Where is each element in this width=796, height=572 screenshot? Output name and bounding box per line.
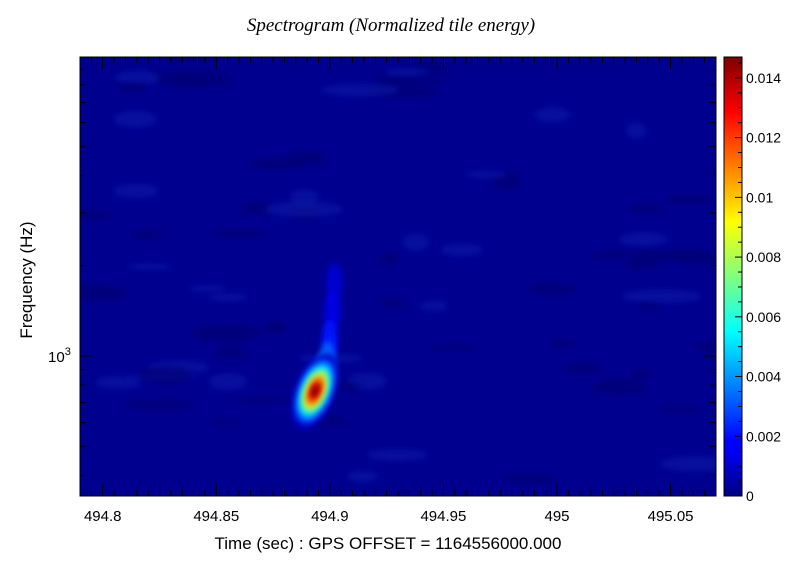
chart-title: Spectrogram (Normalized tile energy) — [247, 15, 535, 36]
texture-blob — [627, 203, 663, 213]
texture-blob — [117, 82, 149, 92]
texture-blob — [113, 183, 160, 199]
signal-track — [291, 263, 343, 429]
texture-blob — [208, 293, 248, 302]
texture-blob — [189, 323, 263, 342]
texture-blob — [240, 201, 275, 216]
texture-blob — [379, 251, 400, 266]
texture-blob — [618, 232, 669, 247]
energy-tile-core — [330, 273, 339, 294]
y-axis-title: Frequency (Hz) — [17, 221, 36, 338]
texture-blob — [214, 345, 245, 359]
texture-blob — [526, 281, 579, 296]
texture-blob — [346, 471, 379, 483]
colorbar-gradient — [723, 56, 743, 497]
texture-blob — [632, 248, 704, 261]
texture-blob — [114, 110, 157, 128]
texture-blob — [660, 456, 716, 472]
colorbar-tick-label: 0 — [746, 488, 754, 504]
texture-blob — [664, 193, 711, 206]
texture-blob — [366, 449, 428, 461]
x-tick-label: 494.85 — [193, 508, 239, 525]
texture-blob — [250, 157, 303, 170]
texture-blob — [80, 209, 113, 221]
texture-blob — [155, 57, 214, 61]
texture-blob — [265, 320, 289, 334]
texture-blob — [428, 343, 478, 351]
texture-blob — [399, 76, 448, 85]
texture-blob — [129, 229, 164, 241]
texture-blob — [636, 302, 662, 311]
texture-blob — [316, 416, 347, 427]
texture-blob — [378, 298, 406, 308]
texture-blob — [440, 243, 484, 257]
texture-blob — [625, 257, 660, 271]
texture-blob — [465, 171, 508, 179]
x-axis: 494.8 494.85 494.9 494.95 495 495.05 — [79, 57, 717, 525]
colorbar-tick-label: 0.008 — [746, 249, 781, 265]
colorbar-tick-label: 0.01 — [746, 189, 773, 205]
plot-area — [79, 56, 717, 497]
texture-blob — [137, 366, 193, 384]
plot-background — [80, 57, 716, 496]
texture-blob — [214, 228, 265, 239]
y-axis: 103 — [48, 69, 716, 476]
colorbar: 0 0.002 0.004 0.006 0.008 0.01 0.012 0.014 — [723, 56, 781, 504]
energy-peak — [311, 385, 319, 397]
background-texture — [80, 57, 716, 485]
texture-blob — [590, 250, 637, 260]
texture-blob — [695, 339, 716, 354]
colorbar-tick-label: 0.004 — [746, 369, 781, 385]
texture-blob — [592, 378, 647, 396]
colorbar-tick-label: 0.014 — [746, 70, 781, 86]
colorbar-tick-label: 0.006 — [746, 309, 781, 325]
energy-tile-core — [328, 302, 337, 323]
colorbar-ticks: 0 0.002 0.004 0.006 0.008 0.01 0.012 0.014 — [735, 62, 781, 504]
colorbar-tick-label: 0.012 — [746, 130, 781, 146]
texture-blob — [385, 68, 429, 77]
texture-blob — [153, 70, 231, 88]
texture-blob — [534, 107, 571, 123]
texture-blob — [629, 368, 653, 380]
texture-blob — [264, 201, 344, 218]
y-tick-label: 103 — [48, 346, 71, 366]
texture-blob — [126, 263, 172, 270]
texture-blob — [625, 122, 647, 139]
x-tick-label: 494.8 — [84, 508, 122, 525]
texture-blob — [564, 361, 601, 375]
texture-blob — [659, 405, 705, 413]
texture-blob — [80, 284, 129, 301]
texture-blob — [622, 289, 702, 304]
texture-blob — [402, 233, 430, 251]
texture-blob — [122, 400, 197, 410]
texture-blob — [548, 339, 577, 348]
texture-blob — [211, 418, 242, 425]
texture-blob — [420, 300, 448, 312]
texture-blob — [208, 373, 248, 391]
texture-blob — [375, 73, 413, 86]
texture-blob — [187, 285, 227, 292]
texture-blob — [114, 70, 160, 86]
x-tick-label: 494.9 — [311, 508, 349, 525]
x-tick-label: 494.95 — [420, 508, 466, 525]
texture-blob — [502, 474, 560, 485]
texture-blob — [94, 376, 143, 389]
x-tick-label: 495 — [544, 508, 569, 525]
texture-blob — [320, 83, 400, 97]
x-axis-title: Time (sec) : GPS OFFSET = 1164556000.000 — [215, 534, 562, 553]
texture-blob — [231, 396, 291, 404]
x-tick-label: 495.05 — [648, 508, 694, 525]
colorbar-tick-label: 0.002 — [746, 428, 781, 444]
